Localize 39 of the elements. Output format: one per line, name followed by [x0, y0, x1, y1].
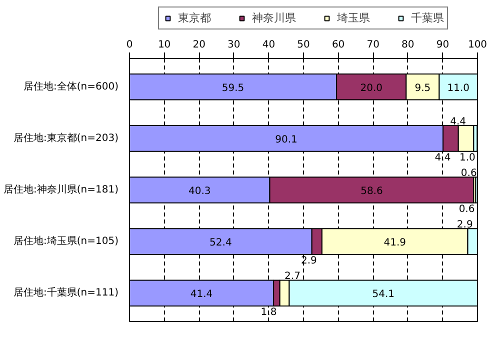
- data-label: 20.0: [360, 82, 382, 94]
- data-label: 4.4: [434, 152, 451, 164]
- data-label: 1.8: [260, 307, 277, 318]
- x-tick-label: 100: [468, 40, 488, 50]
- data-label: 9.5: [414, 82, 431, 94]
- legend-label: 埼玉県: [337, 10, 370, 26]
- data-label: 0.6: [460, 168, 477, 180]
- legend-label: 東京都: [178, 10, 211, 26]
- x-tick-label: 10: [158, 40, 171, 50]
- y-tick-label: 居住地:神奈川県(n=181): [4, 184, 119, 196]
- data-label: 52.4: [210, 238, 232, 249]
- x-tick-label: 50: [297, 40, 310, 50]
- data-label: 4.4: [450, 116, 466, 128]
- y-tick-label: 居住地:埼玉県(n=105): [14, 235, 119, 248]
- data-label: 41.9: [384, 238, 406, 249]
- data-label: 1.0: [460, 152, 476, 164]
- data-label: 2.9: [456, 220, 473, 231]
- x-tick-label: 30: [228, 40, 240, 50]
- data-label: 2.7: [284, 271, 300, 282]
- legend-label: 神奈川県: [252, 10, 296, 26]
- data-label: 90.1: [275, 134, 298, 146]
- y-tick-label: 居住地:全体(n=600): [24, 80, 119, 92]
- data-label: 41.4: [190, 289, 213, 300]
- data-label: 40.3: [188, 186, 211, 197]
- x-tick-label: 90: [436, 40, 450, 50]
- x-tick-label: 80: [402, 40, 414, 50]
- data-label: 0.6: [458, 204, 475, 215]
- legend-label: 千葉県: [411, 10, 444, 26]
- y-tick-label: 居住地:東京都(n=203): [14, 132, 119, 144]
- x-tick-label: 60: [332, 40, 345, 50]
- data-label: 11.0: [447, 82, 470, 94]
- x-tick-label: 20: [192, 40, 206, 50]
- data-label: 59.5: [222, 82, 244, 94]
- x-tick-label: 0: [126, 40, 133, 50]
- x-tick-label: 70: [366, 40, 380, 50]
- y-tick-label: 居住地:千葉県(n=111): [14, 286, 119, 299]
- x-tick-label: 40: [262, 40, 276, 50]
- data-label: 54.1: [372, 289, 394, 300]
- data-label: 58.6: [360, 186, 383, 197]
